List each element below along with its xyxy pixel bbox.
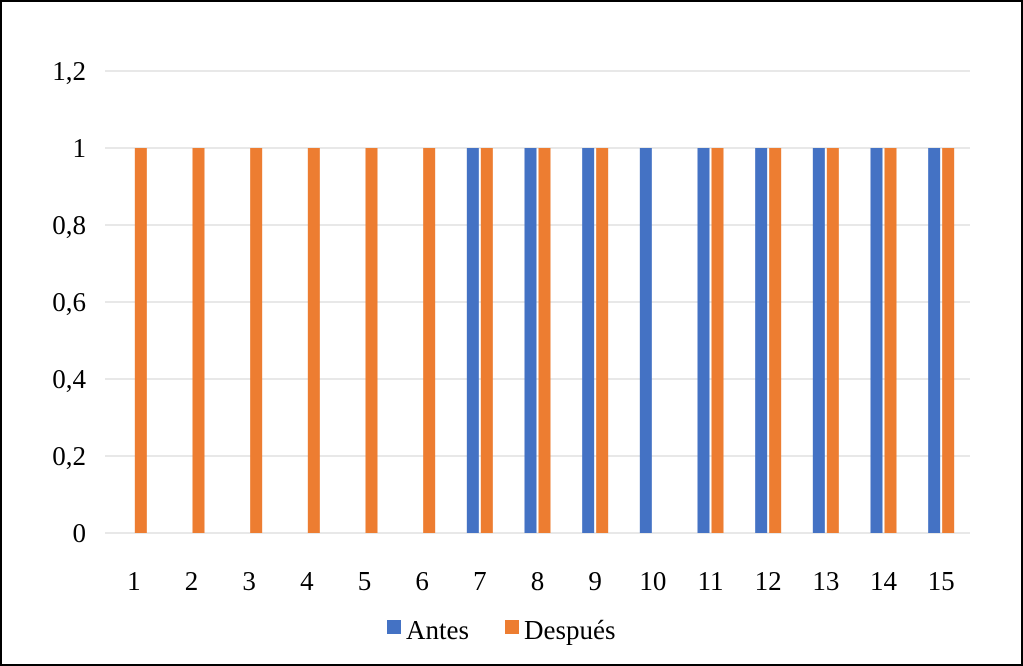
- y-tick-label: 0,8: [52, 210, 86, 240]
- bar-después-9: [596, 148, 609, 533]
- bar-antes-11: [697, 148, 710, 533]
- bar-después-13: [826, 148, 839, 533]
- x-tick-label: 7: [473, 566, 487, 596]
- x-tick-label: 1: [127, 566, 141, 596]
- legend-label: Antes: [406, 615, 469, 645]
- y-axis-tick-labels: 0 0,2 0,4 0,6 0,8 1 1,2: [52, 56, 86, 548]
- x-tick-label: 9: [588, 566, 602, 596]
- y-tick-label: 1: [73, 133, 87, 163]
- bar-antes-9: [582, 148, 595, 533]
- y-tick-label: 1,2: [52, 56, 86, 86]
- bar-después-1: [134, 148, 147, 533]
- x-tick-label: 14: [870, 566, 898, 596]
- legend-label: Después: [524, 615, 615, 645]
- bar-después-6: [423, 148, 436, 533]
- y-tick-label: 0,4: [52, 364, 86, 394]
- x-tick-label: 13: [812, 566, 839, 596]
- x-tick-label: 4: [300, 566, 314, 596]
- y-tick-label: 0: [73, 518, 87, 548]
- bar-después-8: [538, 148, 551, 533]
- y-tick-label: 0,2: [52, 441, 86, 471]
- bar-después-2: [192, 148, 205, 533]
- y-tick-label: 0,6: [52, 287, 86, 317]
- x-tick-label: 6: [415, 566, 429, 596]
- bar-después-11: [711, 148, 724, 533]
- x-tick-label: 3: [242, 566, 256, 596]
- bar-después-4: [307, 148, 320, 533]
- bar-después-12: [769, 148, 782, 533]
- legend: Antes Después: [387, 615, 615, 645]
- bar-después-15: [942, 148, 955, 533]
- x-tick-label: 10: [639, 566, 666, 596]
- bar-después-3: [250, 148, 263, 533]
- x-tick-label: 8: [531, 566, 545, 596]
- bar-antes-14: [870, 148, 883, 533]
- bar-antes-12: [755, 148, 768, 533]
- x-tick-label: 12: [755, 566, 782, 596]
- bar-después-7: [480, 148, 493, 533]
- bar-antes-15: [928, 148, 941, 533]
- x-tick-label: 15: [928, 566, 955, 596]
- legend-swatch-1: [505, 620, 519, 634]
- x-tick-label: 11: [698, 566, 724, 596]
- x-axis-tick-labels: 1 2 3 4 5 6 7 8 9 10 11 12 13 14 15: [127, 566, 955, 596]
- bar-después-14: [884, 148, 897, 533]
- bars: [134, 148, 955, 533]
- x-tick-label: 2: [185, 566, 199, 596]
- x-tick-label: 5: [358, 566, 372, 596]
- bar-antes-13: [812, 148, 825, 533]
- bar-antes-8: [524, 148, 537, 533]
- bar-antes-10: [639, 148, 652, 533]
- gridlines: [105, 70, 970, 534]
- bar-antes-7: [466, 148, 479, 533]
- legend-swatch-0: [387, 620, 401, 634]
- bar-después-5: [365, 148, 378, 533]
